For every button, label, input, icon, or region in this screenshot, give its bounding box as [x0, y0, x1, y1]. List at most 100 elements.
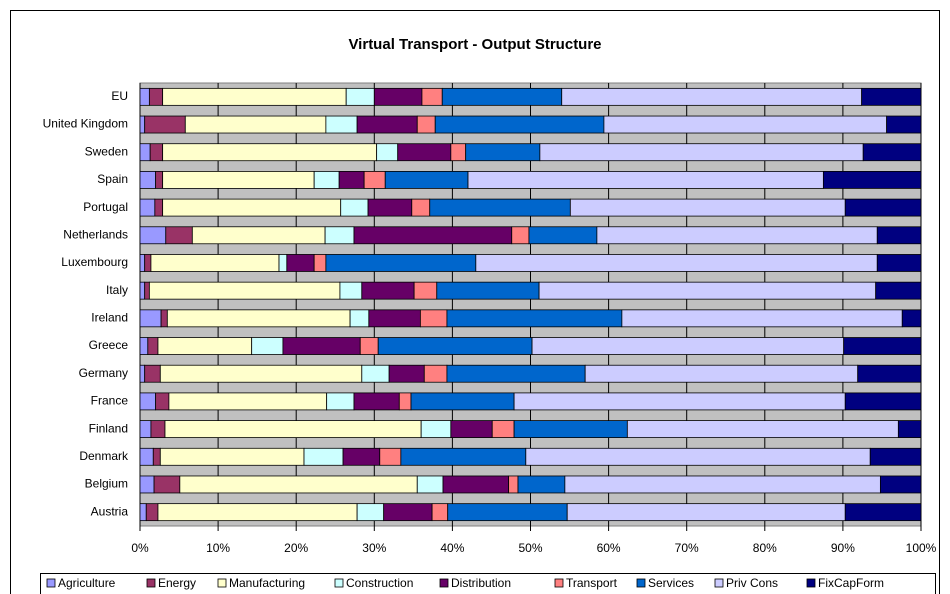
bar-segment — [450, 420, 493, 438]
bar-segment — [155, 171, 164, 189]
bar-segment — [139, 226, 167, 245]
legend-swatch — [334, 578, 344, 588]
bar-segment — [144, 115, 186, 134]
bar-segment — [324, 226, 355, 245]
bar-segment — [368, 309, 421, 328]
bar-segment — [139, 87, 150, 106]
legend-swatch — [217, 578, 227, 588]
legend-label: Manufacturing — [229, 576, 305, 590]
bar-segment — [162, 171, 315, 189]
bar-segment — [450, 143, 467, 162]
bar-segment — [566, 503, 846, 522]
chart-title: Virtual Transport - Output Structure — [348, 36, 601, 53]
bar-segment — [155, 392, 170, 411]
bar-segment — [876, 254, 922, 272]
bar-segment — [388, 364, 425, 383]
y-tick-label: Luxembourg — [61, 255, 128, 269]
bar-segment — [901, 309, 922, 328]
bar-segment — [150, 254, 280, 272]
bar-segment — [179, 475, 418, 494]
bar-segment — [861, 87, 922, 106]
bar-segment — [165, 226, 193, 245]
bar-segment — [513, 420, 628, 438]
x-tick-label: 20% — [284, 541, 308, 555]
legend-label: FixCapForm — [818, 576, 884, 590]
legend-label: Construction — [346, 576, 413, 590]
x-tick-label: 80% — [753, 541, 777, 555]
bar-segment — [843, 337, 922, 355]
bar-segment — [139, 392, 157, 411]
y-tick-label: Denmark — [79, 449, 129, 463]
x-tick-label: 50% — [518, 541, 542, 555]
bar-segment — [886, 115, 922, 134]
bar-segment — [147, 337, 159, 355]
bar-segment — [149, 143, 164, 162]
legend-swatch — [46, 578, 56, 588]
bar-segment — [139, 281, 146, 300]
bar-segment — [184, 115, 327, 134]
bar-segment — [325, 254, 477, 272]
bar-segment — [377, 337, 533, 355]
y-tick-label: Ireland — [91, 311, 128, 325]
bar-segment — [159, 364, 363, 383]
bar-segment — [441, 87, 563, 106]
bar-segment — [862, 143, 922, 162]
x-tick-label: 30% — [362, 541, 386, 555]
bar-segment — [539, 143, 864, 162]
bar-segment — [148, 281, 341, 300]
bar-segment — [251, 337, 284, 355]
bar-segment — [621, 309, 903, 328]
bar-segment — [139, 475, 155, 494]
bar-segment — [353, 392, 400, 411]
bar-segment — [157, 337, 253, 355]
bar-segment — [145, 503, 159, 522]
bar-segment — [429, 198, 571, 217]
bar-segment — [511, 226, 530, 245]
bar-segment — [139, 309, 162, 328]
bar-segment — [603, 115, 888, 134]
bar-segment — [139, 171, 157, 189]
bar-segment — [144, 281, 150, 300]
bar-segment — [564, 475, 881, 494]
y-tick-label: Germany — [79, 366, 128, 380]
y-tick-label: Netherlands — [63, 227, 128, 241]
bar-segment — [282, 337, 361, 355]
bar-segment — [139, 143, 151, 162]
bar-segment — [339, 281, 363, 300]
bar-segment — [431, 503, 449, 522]
bar-segment — [139, 198, 156, 217]
bar-segment — [313, 254, 327, 272]
y-tick-label: EU — [111, 89, 128, 103]
bar-segment — [168, 392, 328, 411]
bar-segment — [326, 392, 355, 411]
bar-segment — [376, 143, 399, 162]
bar-segment — [349, 309, 370, 328]
bar-segment — [338, 171, 365, 189]
legend-swatch — [554, 578, 564, 588]
bar-segment — [153, 475, 181, 494]
legend — [40, 573, 936, 594]
bar-segment — [325, 115, 358, 134]
bar-segment — [159, 447, 305, 466]
bar-segment — [139, 447, 154, 466]
bar-segment — [531, 337, 845, 355]
bar-segment — [397, 143, 452, 162]
bar-segment — [286, 254, 315, 272]
bar-segment — [160, 309, 168, 328]
x-tick-label: 0% — [131, 541, 149, 555]
bar-segment — [876, 226, 922, 245]
bar-segment — [345, 87, 375, 106]
x-tick-label: 40% — [440, 541, 464, 555]
bar-segment — [420, 420, 452, 438]
x-tick-label: 100% — [906, 541, 937, 555]
bar-segment — [139, 364, 146, 383]
bar-segment — [421, 87, 443, 106]
y-tick-label: United Kingdom — [43, 117, 128, 131]
bar-segment — [154, 198, 164, 217]
legend-swatch — [439, 578, 449, 588]
bar-segment — [844, 503, 922, 522]
bar-segment — [436, 281, 540, 300]
bar-segment — [844, 198, 922, 217]
y-tick-label: Portugal — [83, 200, 128, 214]
bar-segment — [434, 115, 605, 134]
